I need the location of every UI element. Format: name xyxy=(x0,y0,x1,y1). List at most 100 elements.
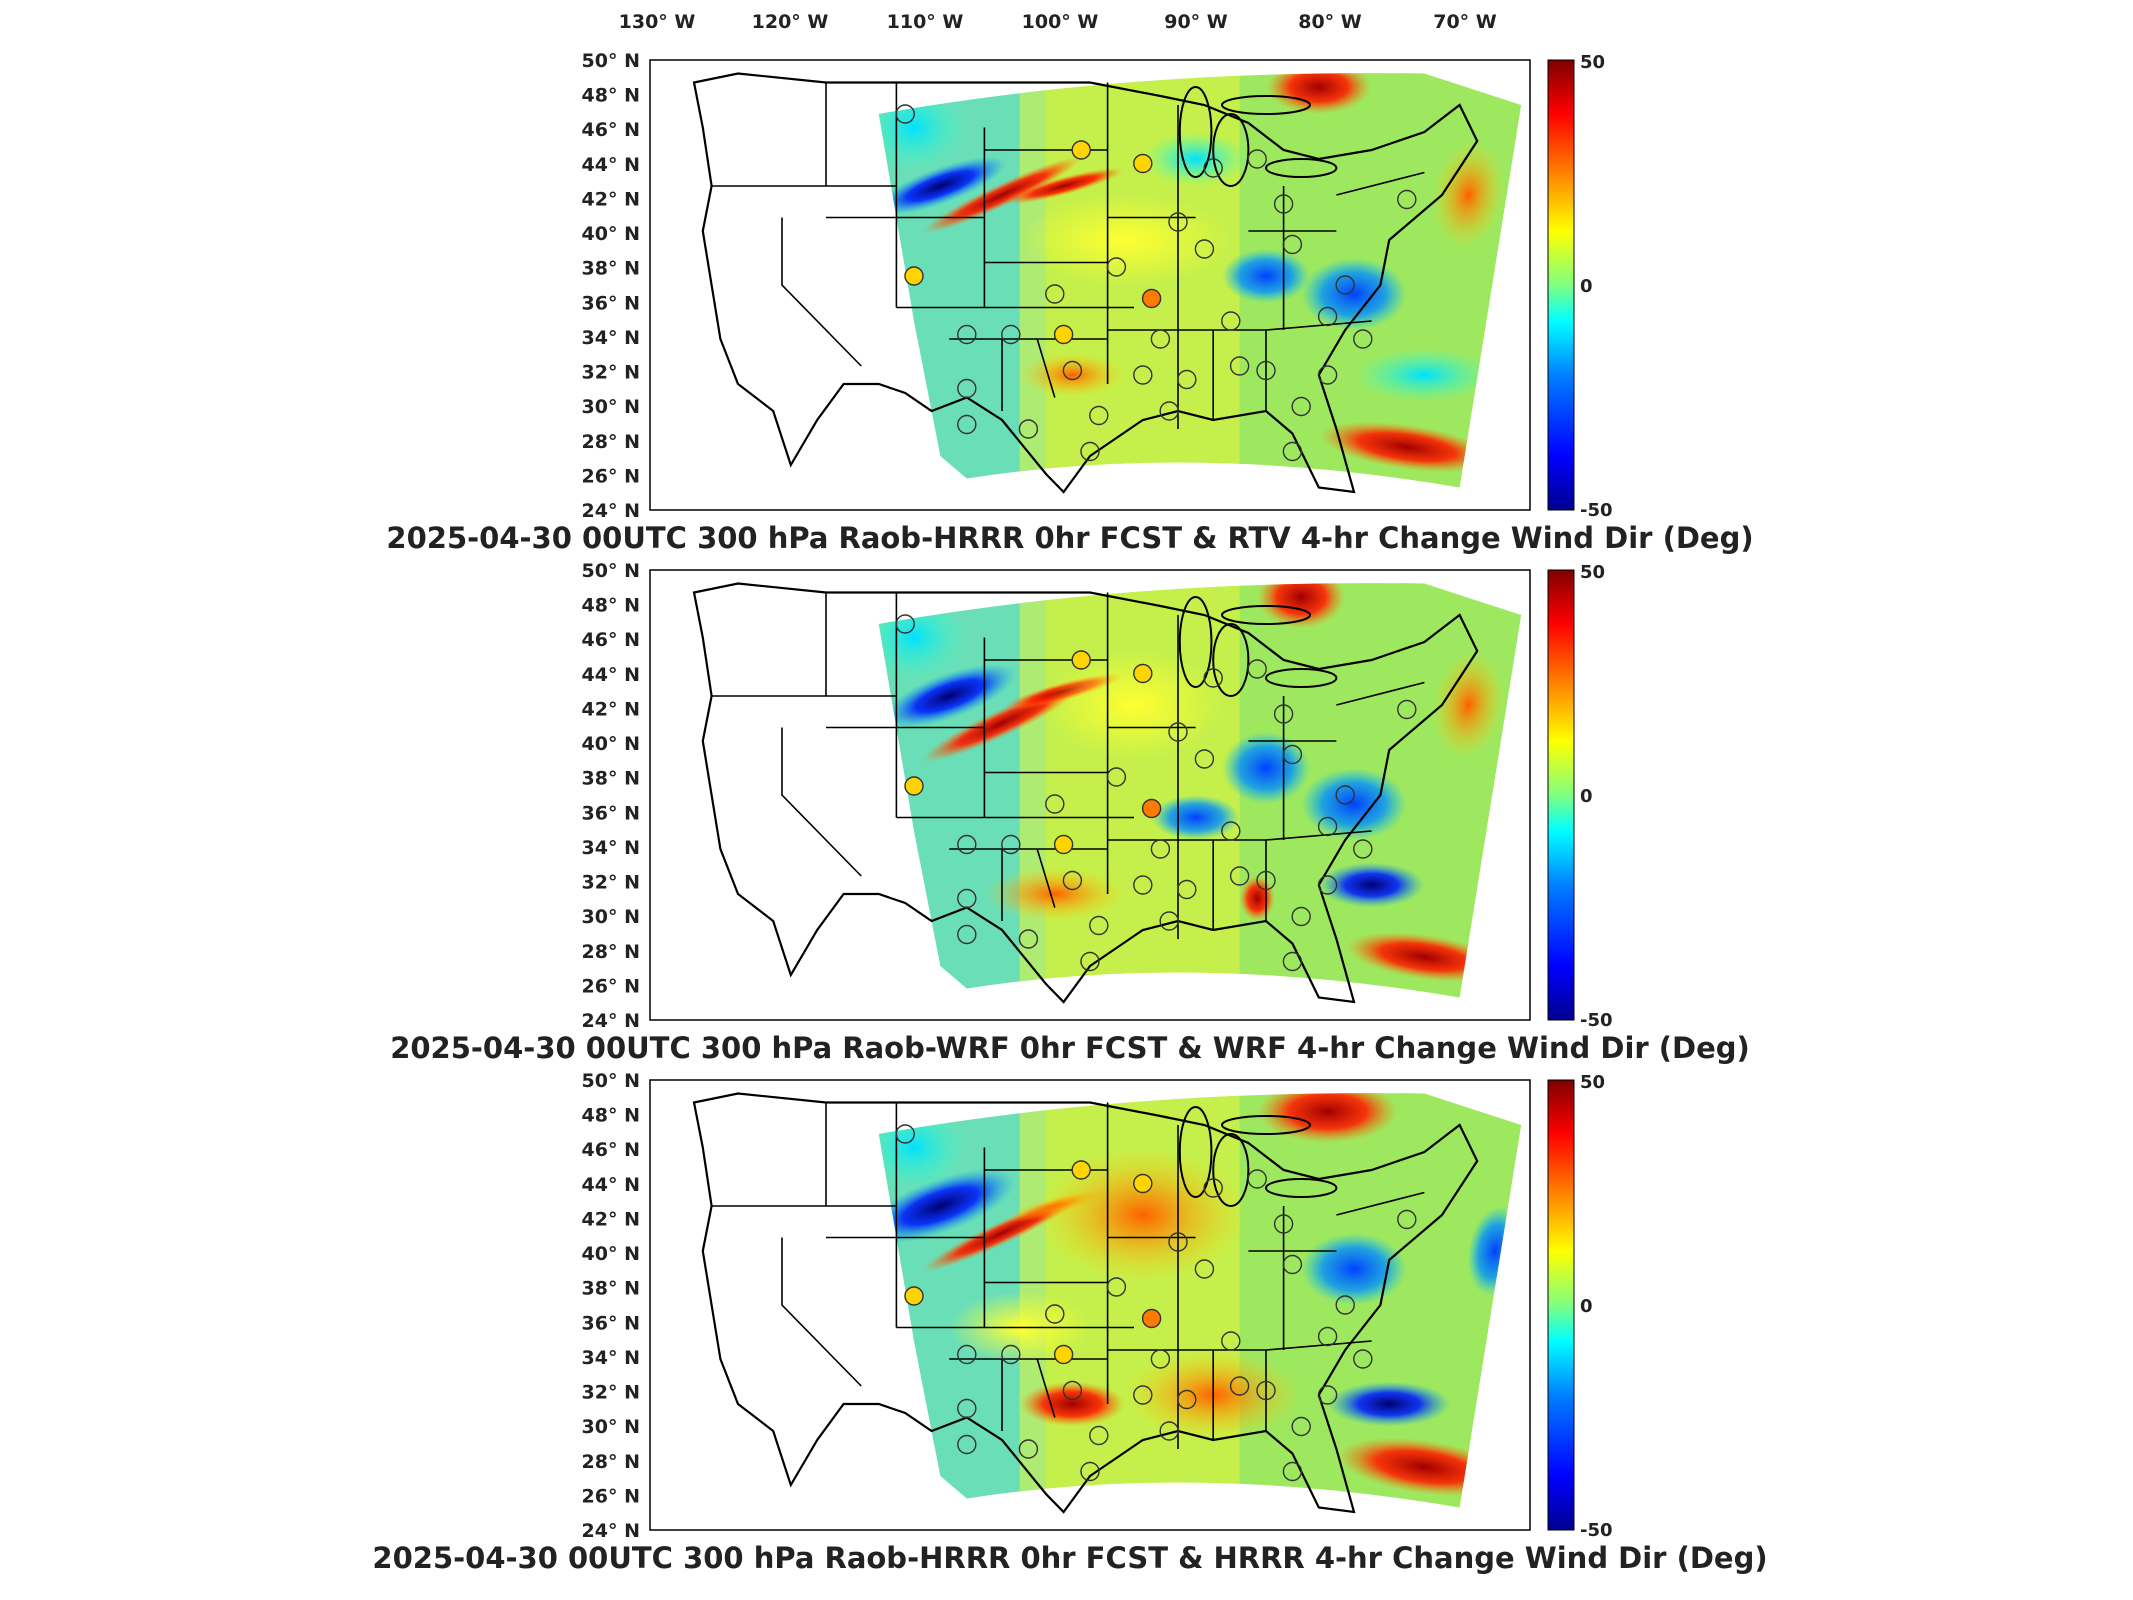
raob-station xyxy=(957,924,977,945)
great-lake xyxy=(1221,1115,1311,1135)
raob-station xyxy=(1159,911,1179,931)
latitude-label: 48° N xyxy=(582,85,640,107)
longitude-label: 100° W xyxy=(1022,11,1099,33)
latitude-label: 32° N xyxy=(582,872,640,894)
latitude-label: 34° N xyxy=(582,837,640,859)
panel-title: 2025-04-30 00UTC 300 hPa Raob-HRRR 0hr F… xyxy=(386,521,1753,555)
raob-station xyxy=(1203,668,1223,688)
latitude-label: 36° N xyxy=(582,802,640,824)
latitude-label: 38° N xyxy=(582,258,640,280)
raob-station xyxy=(1062,360,1083,381)
raob-station xyxy=(1001,834,1021,855)
raob-station xyxy=(1053,1344,1074,1365)
raob-station xyxy=(1133,153,1153,174)
raob-station xyxy=(1282,951,1303,972)
colorbar xyxy=(1547,59,1575,511)
raob-station xyxy=(1203,1178,1223,1198)
raob-station xyxy=(1071,140,1091,160)
latitude-label: 48° N xyxy=(582,1105,640,1127)
raob-station xyxy=(1168,212,1188,232)
latitude-label: 42° N xyxy=(582,1208,640,1230)
raob-station xyxy=(1256,1380,1276,1401)
latitude-label: 50° N xyxy=(582,50,640,72)
map-panel-rtv: 50° N 48° N 46° N 44° N 42° N 40° N 38° N 36° N… xyxy=(386,50,1753,555)
raob-station xyxy=(1177,1389,1197,1410)
great-lake xyxy=(1212,113,1250,187)
raob-station xyxy=(1282,744,1303,765)
state-border xyxy=(1036,338,1056,398)
great-lake xyxy=(1221,95,1311,115)
coastline xyxy=(692,582,1479,1004)
raob-station xyxy=(904,266,924,286)
colorbar-tick-label: 0 xyxy=(1580,786,1593,807)
raob-station xyxy=(1053,324,1074,345)
latitude-label: 28° N xyxy=(582,431,640,453)
map-panel-hrrr: 50° N 48° N 46° N 44° N 42° N 40° N 38° N 36° N… xyxy=(372,1070,1767,1575)
raob-station xyxy=(1282,1254,1303,1275)
latitude-label: 30° N xyxy=(582,1416,640,1438)
state-border xyxy=(781,1237,862,1387)
raob-station xyxy=(1018,1439,1039,1459)
latitude-label: 26° N xyxy=(582,1485,640,1507)
latitude-label: 30° N xyxy=(582,396,640,418)
latitude-label: 42° N xyxy=(582,188,640,210)
raob-station xyxy=(1018,929,1039,949)
raob-station xyxy=(1177,879,1197,900)
raob-station xyxy=(1291,1416,1311,1437)
latitude-label: 28° N xyxy=(582,941,640,963)
colorbar-tick-label: -50 xyxy=(1580,500,1613,521)
raob-station xyxy=(1133,1173,1153,1194)
latitude-label: 48° N xyxy=(582,595,640,617)
raob-station xyxy=(1273,1214,1294,1234)
latitude-label: 32° N xyxy=(582,1382,640,1404)
raob-station xyxy=(957,888,977,909)
raob-station xyxy=(1001,1344,1021,1365)
raob-station xyxy=(1229,866,1250,886)
raob-station xyxy=(1062,870,1083,891)
raob-station xyxy=(1317,816,1338,837)
raob-station xyxy=(1150,329,1171,349)
raob-station xyxy=(1089,915,1109,936)
raob-station xyxy=(1291,906,1311,927)
raob-station xyxy=(1194,239,1215,259)
raob-station xyxy=(957,378,977,399)
raob-station xyxy=(1018,419,1039,439)
colorbar-tick-label: -50 xyxy=(1580,1010,1613,1031)
raob-station xyxy=(1317,306,1338,327)
latitude-label: 40° N xyxy=(582,1243,640,1265)
raob-station xyxy=(1133,1385,1153,1405)
raob-station xyxy=(1168,1232,1188,1252)
state-border xyxy=(1036,1358,1056,1418)
latitude-label: 44° N xyxy=(582,1174,640,1196)
latitude-label: 42° N xyxy=(582,698,640,720)
longitude-label: 90° W xyxy=(1164,11,1228,33)
raob-station xyxy=(1247,659,1267,679)
raob-station xyxy=(957,414,977,435)
latitude-label: 44° N xyxy=(582,664,640,686)
raob-station xyxy=(1159,1421,1179,1441)
raob-station xyxy=(1089,405,1109,426)
raob-station xyxy=(904,1286,924,1306)
great-lake xyxy=(1265,158,1338,178)
great-lake xyxy=(1265,1178,1338,1198)
raob-station xyxy=(1045,1304,1065,1324)
raob-station xyxy=(1397,189,1417,210)
raob-station xyxy=(895,1124,915,1144)
latitude-label: 36° N xyxy=(582,1312,640,1334)
great-lake xyxy=(1221,605,1311,625)
great-lake xyxy=(1178,86,1213,178)
raob-station xyxy=(904,776,924,796)
coastline xyxy=(692,72,1479,494)
latitude-label: 50° N xyxy=(582,560,640,582)
state-border xyxy=(1336,171,1425,196)
raob-station xyxy=(1353,1349,1373,1369)
raob-station xyxy=(1141,798,1162,819)
raob-station xyxy=(957,1344,977,1365)
latitude-label: 50° N xyxy=(582,1070,640,1092)
raob-station xyxy=(1080,1461,1100,1482)
raob-station xyxy=(1106,767,1127,787)
latitude-label: 26° N xyxy=(582,975,640,997)
raob-station xyxy=(1194,749,1215,769)
latitude-label: 40° N xyxy=(582,733,640,755)
latitude-label: 32° N xyxy=(582,362,640,384)
